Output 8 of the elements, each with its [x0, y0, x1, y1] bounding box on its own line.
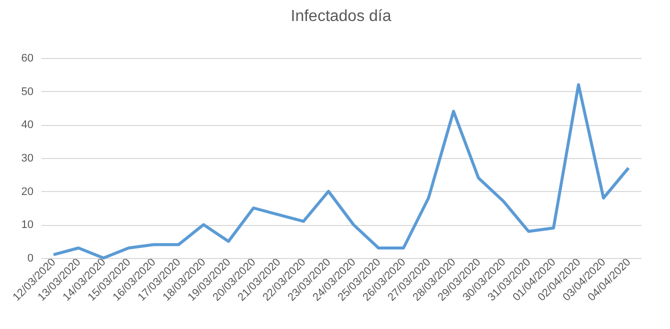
chart-title: Infectados día — [290, 8, 392, 25]
y-tick-label: 10 — [21, 219, 34, 232]
line-series — [52, 83, 630, 260]
y-tick-label: 40 — [21, 119, 34, 132]
y-tick-label: 50 — [21, 86, 34, 98]
y-tick-label: 20 — [21, 186, 34, 198]
y-tick-label: 30 — [21, 152, 34, 164]
y-tick-label: 60 — [21, 52, 34, 64]
